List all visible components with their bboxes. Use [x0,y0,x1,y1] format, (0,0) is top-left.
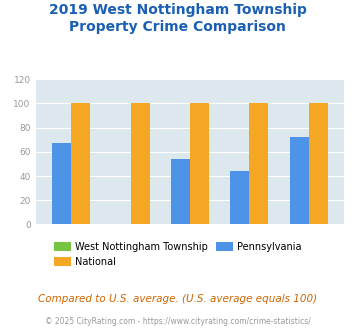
Bar [171,159,190,224]
Bar [52,143,71,224]
Text: Compared to U.S. average. (U.S. average equals 100): Compared to U.S. average. (U.S. average … [38,294,317,304]
Legend: West Nottingham Township, National, Pennsylvania: West Nottingham Township, National, Penn… [50,238,305,270]
Text: © 2025 CityRating.com - https://www.cityrating.com/crime-statistics/: © 2025 CityRating.com - https://www.city… [45,317,310,326]
Bar [71,103,90,224]
Bar [190,103,209,224]
Bar [309,103,328,224]
Bar [131,103,149,224]
Bar [249,103,268,224]
Bar [230,171,249,224]
Bar [290,137,309,224]
Text: 2019 West Nottingham Township
Property Crime Comparison: 2019 West Nottingham Township Property C… [49,3,306,34]
